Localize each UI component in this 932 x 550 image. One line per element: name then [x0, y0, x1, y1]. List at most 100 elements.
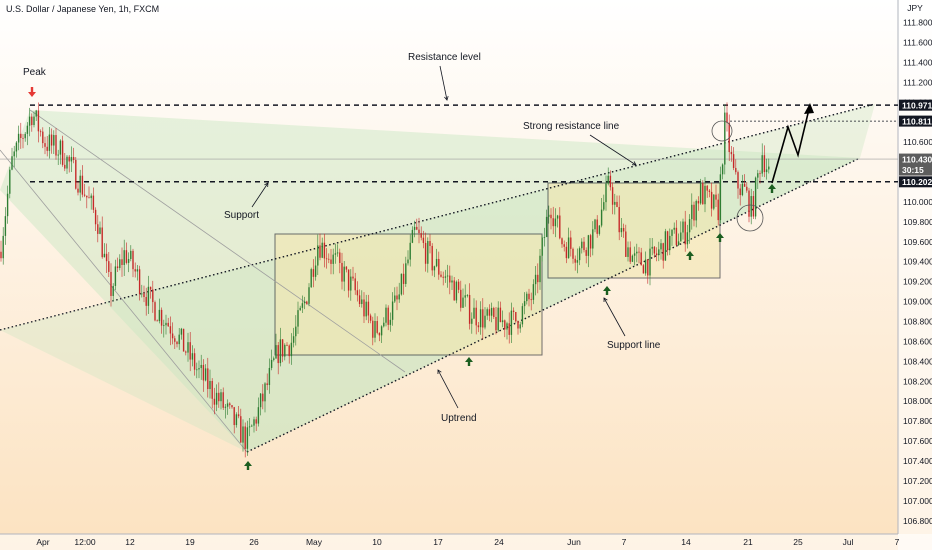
- annotation-leader: [589, 134, 637, 166]
- time-tick-label: 19: [185, 537, 195, 547]
- candle-body: [583, 241, 585, 251]
- price-tag-label: 110.202: [902, 177, 932, 187]
- candle-body: [735, 167, 737, 173]
- candle-body: [37, 110, 40, 132]
- candle-body: [636, 251, 638, 254]
- up-arrow-may-stem: [467, 362, 471, 366]
- drawing-overlay: [28, 87, 814, 470]
- candle-body: [550, 214, 552, 219]
- candle-body: [721, 164, 724, 175]
- price-tick-label: 108.600: [903, 336, 932, 346]
- price-tick-label: 109.200: [903, 277, 932, 287]
- candle-body: [387, 307, 389, 325]
- candle-body: [167, 322, 169, 327]
- candle-body: [290, 342, 293, 357]
- candle-body: [310, 269, 312, 288]
- candle-body: [160, 309, 163, 326]
- candle-body: [719, 174, 722, 221]
- candle-body: [35, 110, 37, 117]
- candle-body: [64, 164, 66, 169]
- candle-body: [53, 135, 55, 146]
- candle-body: [726, 112, 728, 123]
- highlight-circle-bottom: [736, 204, 764, 232]
- candle-body: [383, 322, 385, 327]
- annotation-label: Strong resistance line: [523, 121, 620, 132]
- candle-body: [537, 274, 539, 283]
- candle-body: [391, 301, 394, 320]
- trend-lines: [0, 103, 898, 453]
- candle-body: [504, 320, 506, 330]
- candle-body: [594, 219, 596, 230]
- symbol-title[interactable]: U.S. Dollar / Japanese Yen, 1h, FXCM: [6, 4, 160, 14]
- candle-body: [378, 332, 381, 336]
- candle-body: [466, 294, 469, 296]
- candle-body: [350, 276, 352, 291]
- candle-body: [15, 142, 18, 152]
- candle-body: [343, 266, 345, 282]
- candle-body: [110, 271, 112, 296]
- candle-body: [55, 135, 57, 156]
- price-tick-label: 108.000: [903, 396, 932, 406]
- candle-body: [90, 195, 92, 199]
- candle-body: [598, 225, 601, 234]
- candle-body: [422, 237, 425, 243]
- candle-body: [154, 302, 156, 321]
- candle-body: [193, 353, 196, 370]
- candle-body: [244, 426, 246, 449]
- time-axis: Apr 12:00 12 19 26 May 10 17 24 Jun 7 14 21 25 Jul 7: [36, 537, 899, 547]
- candle-body: [83, 194, 86, 196]
- candle-body: [220, 392, 222, 402]
- candle-body: [576, 260, 579, 263]
- candle-body: [468, 294, 471, 324]
- candle-body: [358, 295, 361, 305]
- candle-body: [486, 309, 488, 316]
- candle-body: [226, 403, 229, 407]
- candle-body: [347, 269, 350, 291]
- candle-body: [259, 393, 262, 408]
- candle-body: [297, 310, 299, 327]
- candle-body: [484, 315, 486, 328]
- candle-body: [138, 269, 141, 295]
- price-tick-label: 107.400: [903, 456, 932, 466]
- candle-body: [633, 253, 636, 256]
- candle-body: [213, 398, 216, 405]
- candle-body: [114, 266, 117, 286]
- candle-body: [671, 229, 673, 236]
- candle-body: [28, 116, 31, 126]
- candle-body: [363, 299, 365, 317]
- candle-body: [136, 269, 139, 272]
- candle-body: [710, 191, 713, 209]
- candle-body: [554, 218, 557, 227]
- price-tag-box: [899, 153, 932, 176]
- price-tick-label: 111.600: [903, 37, 932, 47]
- candle-body: [97, 224, 99, 234]
- candle-body: [611, 187, 614, 205]
- candle-body: [427, 241, 429, 264]
- candle-body: [666, 231, 669, 251]
- annotation-label: Peak: [23, 67, 47, 78]
- annotation-arrowhead: [603, 297, 608, 303]
- candle-body: [457, 281, 460, 290]
- candle-body: [17, 133, 20, 143]
- candle-body: [640, 252, 642, 266]
- candle-body: [471, 318, 473, 324]
- candle-body: [2, 235, 4, 259]
- candle-body: [433, 266, 436, 271]
- candle-body: [48, 134, 51, 151]
- time-tick-label: May: [306, 537, 323, 547]
- up-arrow-june-d-stem: [770, 189, 774, 193]
- candle-body: [367, 301, 370, 316]
- candle-body: [61, 140, 64, 165]
- candle-body: [673, 227, 675, 230]
- candle-body: [321, 242, 323, 258]
- candle-body: [684, 221, 686, 245]
- candle-body: [493, 307, 495, 318]
- candle-body: [224, 406, 227, 408]
- down-arrow-peak-stem: [30, 87, 34, 92]
- candle-body: [743, 183, 746, 187]
- candle-body: [411, 229, 414, 243]
- candle-body: [86, 195, 88, 198]
- candle-body: [730, 152, 733, 155]
